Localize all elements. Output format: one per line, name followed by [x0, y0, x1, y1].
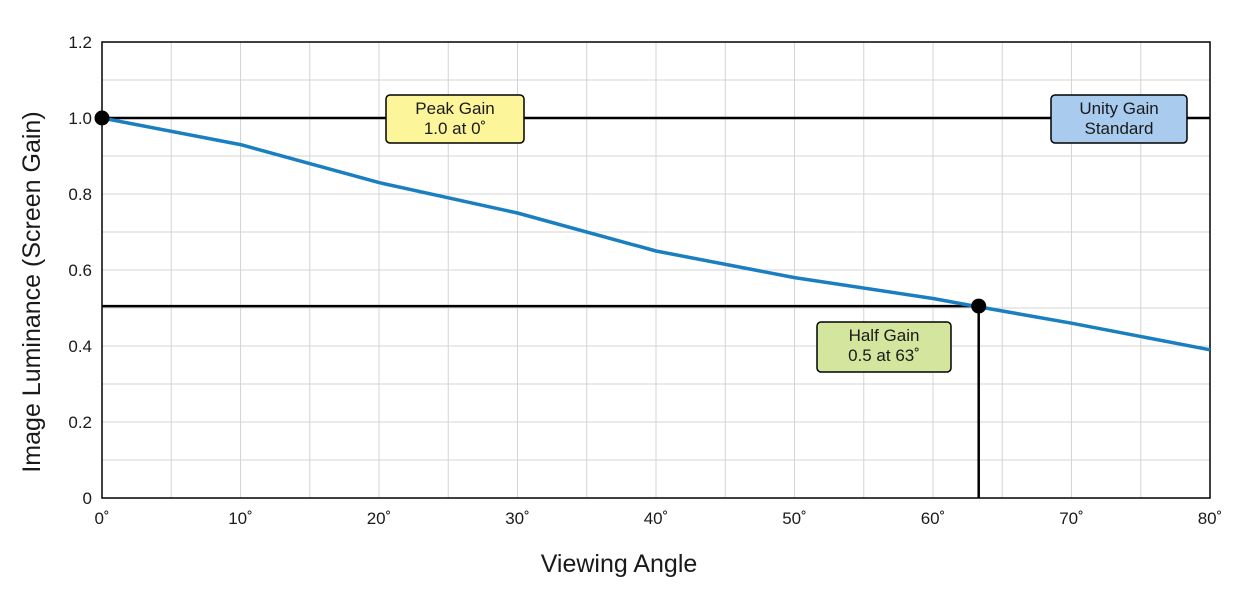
series-group	[101, 116, 1211, 352]
y-tick-label: 0.6	[68, 261, 92, 280]
x-axis-title: Viewing Angle	[541, 550, 698, 578]
half-gain-callout-line-2: 0.5 at 63˚	[848, 346, 920, 365]
unity-gain-callout-line-1: Unity Gain	[1079, 99, 1158, 118]
x-tick-label: 50˚	[782, 509, 807, 528]
x-tick-label: 60˚	[921, 509, 946, 528]
y-tick-label: 1.2	[68, 33, 92, 52]
peak-gain-callout-line-1: Peak Gain	[415, 99, 494, 118]
half-gain-marker	[971, 298, 987, 314]
x-tick-label: 30˚	[505, 509, 530, 528]
y-tick-label: 1.0	[68, 109, 92, 128]
half-gain-callout-box	[816, 321, 952, 373]
y-tick-label: 0	[83, 489, 92, 508]
peak-gain-marker	[94, 110, 110, 126]
reference-lines	[102, 116, 1210, 498]
plot-frame	[101, 41, 1211, 499]
x-tick-label: 20˚	[367, 509, 392, 528]
half-gain-callout-line-1: Half Gain	[849, 326, 920, 345]
series-line-1	[101, 116, 1211, 352]
y-tick-label: 0.4	[68, 337, 92, 356]
y-tick-label: 0.2	[68, 413, 92, 432]
y-axis-ticks: 0 0.2 0.4 0.6 0.8 1.0 1.2	[68, 33, 92, 508]
unity-gain-callout-line-2: Standard	[1085, 119, 1154, 138]
x-tick-label: 40˚	[644, 509, 669, 528]
x-tick-label: 80˚	[1198, 509, 1223, 528]
x-tick-label: 70˚	[1059, 509, 1084, 528]
unity-gain-callout-box	[1050, 94, 1188, 144]
y-axis-title: Image Luminance (Screen Gain)	[18, 111, 46, 472]
x-tick-label: 10˚	[228, 509, 253, 528]
markers	[94, 110, 987, 314]
peak-gain-callout-line-2: 1.0 at 0˚	[424, 119, 486, 138]
x-axis-ticks: 0˚ 10˚ 20˚ 30˚ 40˚ 50˚ 60˚ 70˚ 80˚	[94, 509, 1222, 528]
peak-gain-callout-box	[385, 94, 525, 144]
x-tick-label: 0˚	[94, 509, 109, 528]
y-tick-label: 0.8	[68, 185, 92, 204]
